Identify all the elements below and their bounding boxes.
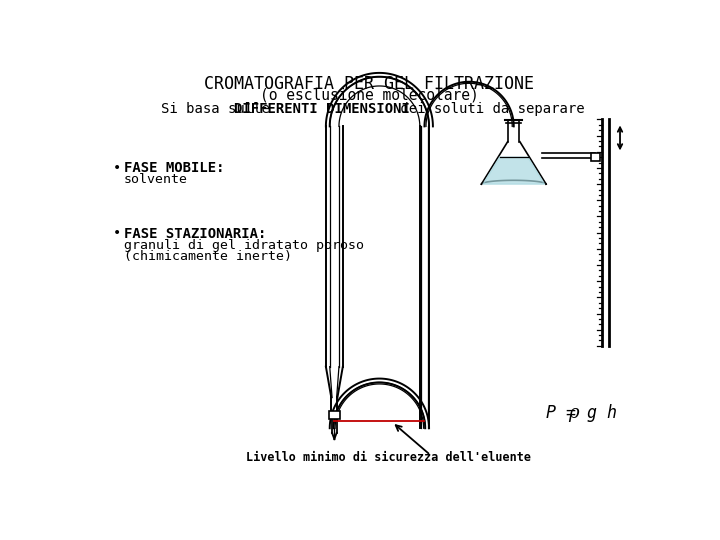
Text: FASE STAZIONARIA:: FASE STAZIONARIA: (124, 226, 266, 240)
Text: •: • (113, 161, 122, 175)
Text: granuli di gel idratato poroso: granuli di gel idratato poroso (124, 239, 364, 252)
Polygon shape (483, 157, 544, 184)
Text: g h: g h (577, 404, 617, 422)
Text: Si basa sulle: Si basa sulle (161, 102, 279, 116)
Text: (o esclusione molecolare): (o esclusione molecolare) (260, 87, 478, 102)
Text: (chimicamente inerte): (chimicamente inerte) (124, 251, 292, 264)
Text: dei soluti da separare: dei soluti da separare (392, 102, 585, 116)
Text: •: • (113, 226, 122, 240)
Text: ρ: ρ (567, 404, 578, 422)
Text: DIFFERENTI DIMENSIONI: DIFFERENTI DIMENSIONI (234, 102, 410, 116)
Bar (329, 411, 340, 419)
Text: FASE MOBILE:: FASE MOBILE: (124, 161, 225, 175)
Text: Livello minimo di sicurezza dell'eluente: Livello minimo di sicurezza dell'eluente (246, 451, 531, 464)
Text: CROMATOGRAFIA PER GEL FILTRAZIONE: CROMATOGRAFIA PER GEL FILTRAZIONE (204, 75, 534, 93)
Text: solvente: solvente (124, 173, 188, 186)
Text: P =: P = (546, 404, 586, 422)
Bar (590, 153, 600, 161)
